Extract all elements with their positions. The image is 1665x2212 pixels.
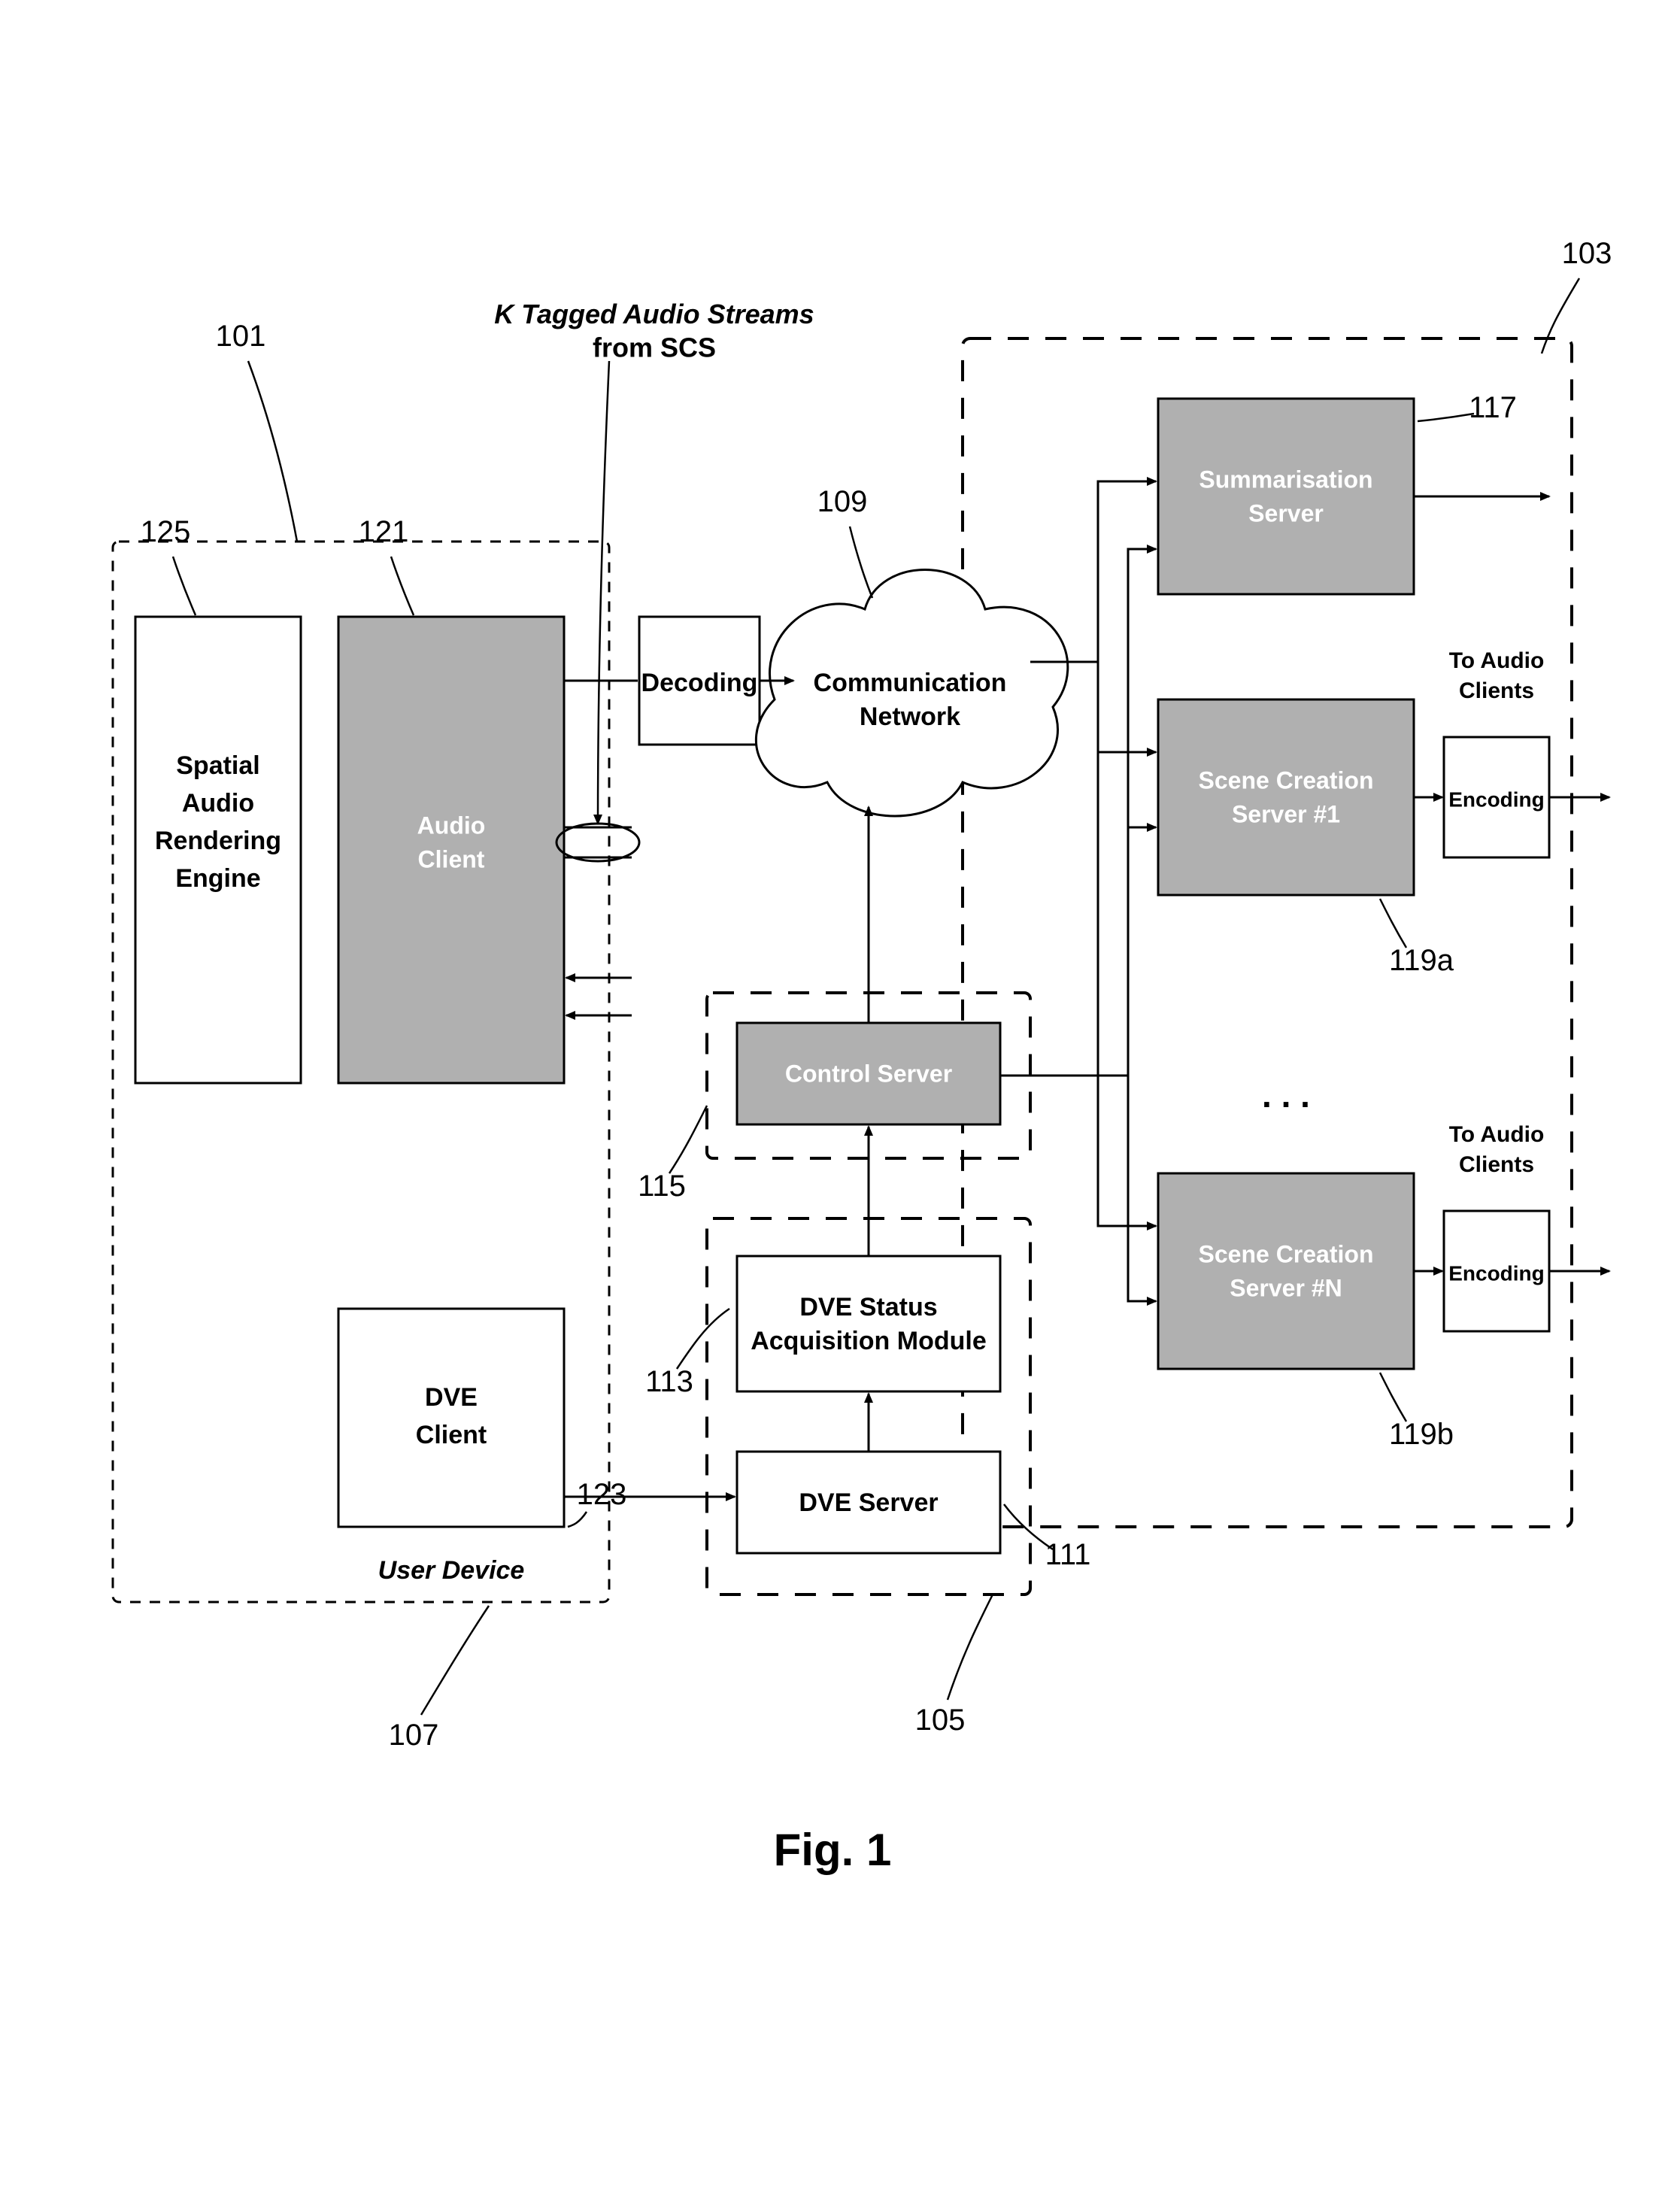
- scene1-l1: Scene Creation: [1199, 766, 1374, 793]
- ref-101: 101: [216, 320, 266, 353]
- lead-103: [1542, 278, 1579, 353]
- toaudio1-l1: To Audio: [1449, 648, 1545, 673]
- comm-l1: Communication: [814, 669, 1007, 697]
- ref-123: 123: [577, 1478, 627, 1511]
- sceneN-l2: Server #N: [1230, 1274, 1342, 1301]
- audio-client-l1: Audio: [417, 812, 486, 839]
- lead-annotation: [598, 361, 609, 824]
- summarisation-l1: Summarisation: [1199, 466, 1372, 493]
- sceneN-box: [1158, 1173, 1414, 1369]
- user-device-label: User Device: [378, 1556, 525, 1585]
- lead-101: [248, 361, 297, 542]
- ref-115: 115: [638, 1170, 686, 1203]
- lead-121: [391, 557, 414, 615]
- scene1-box: [1158, 699, 1414, 895]
- arrow-control-to-sceneN: [1128, 1076, 1156, 1301]
- lead-117: [1418, 414, 1474, 421]
- sceneN-l1: Scene Creation: [1199, 1240, 1374, 1267]
- figure-label: Fig. 1: [774, 1825, 892, 1875]
- tagged-streams-ellipse: [557, 824, 639, 861]
- spatial-l2: Audio: [182, 789, 254, 818]
- lead-113: [677, 1309, 729, 1369]
- scene1-l2: Server #1: [1232, 800, 1340, 827]
- ref-111: 111: [1045, 1538, 1091, 1571]
- ref-117: 117: [1469, 391, 1517, 424]
- lead-123: [568, 1512, 587, 1527]
- toaudio1-l2: Clients: [1459, 678, 1534, 703]
- ref-119b: 119b: [1389, 1418, 1454, 1451]
- dve-client-l1: DVE: [425, 1383, 478, 1412]
- ref-125: 125: [141, 515, 191, 548]
- arrow-control-to-summarisation: [1128, 549, 1156, 827]
- dve-status-l1: DVE Status: [799, 1293, 937, 1321]
- lead-109: [850, 526, 872, 598]
- annot-l2: from SCS: [593, 332, 716, 363]
- summarisation-box: [1158, 399, 1414, 594]
- ellipsis: . . .: [1262, 1076, 1310, 1115]
- dve-server-label: DVE Server: [799, 1488, 938, 1517]
- ref-113: 113: [645, 1365, 693, 1398]
- ref-105: 105: [915, 1704, 966, 1737]
- audio-client-l2: Client: [418, 845, 485, 872]
- spatial-l1: Spatial: [176, 751, 259, 780]
- comm-l2: Network: [860, 702, 960, 731]
- control-label: Control Server: [785, 1060, 952, 1087]
- toaudioN-l2: Clients: [1459, 1152, 1534, 1177]
- spatial-l4: Engine: [175, 864, 260, 893]
- ref-107: 107: [389, 1719, 439, 1752]
- annot-l1: K Tagged Audio Streams: [494, 299, 814, 329]
- dve-status-l2: Acquisition Module: [751, 1327, 987, 1355]
- lead-107: [421, 1606, 489, 1715]
- encodingN-label: Encoding: [1448, 1261, 1545, 1285]
- lead-125: [173, 557, 196, 615]
- encoding1-label: Encoding: [1448, 787, 1545, 811]
- ref-103: 103: [1562, 237, 1612, 270]
- ref-119a: 119a: [1389, 944, 1454, 977]
- lead-119b: [1380, 1373, 1406, 1422]
- lead-115: [669, 1106, 707, 1173]
- summarisation-l2: Server: [1248, 499, 1324, 526]
- ref-121: 121: [359, 515, 409, 548]
- toaudioN-l1: To Audio: [1449, 1122, 1545, 1147]
- ref-109: 109: [817, 485, 868, 518]
- dve-client-l2: Client: [416, 1421, 487, 1449]
- decoding-label: Decoding: [641, 669, 758, 697]
- arrow-control-to-scene1: [1000, 827, 1156, 1076]
- dve-client-box: [338, 1309, 564, 1527]
- dve-status-box: [737, 1256, 1000, 1391]
- lead-105: [948, 1595, 993, 1700]
- lead-119a: [1380, 899, 1406, 948]
- spatial-l3: Rendering: [155, 827, 281, 855]
